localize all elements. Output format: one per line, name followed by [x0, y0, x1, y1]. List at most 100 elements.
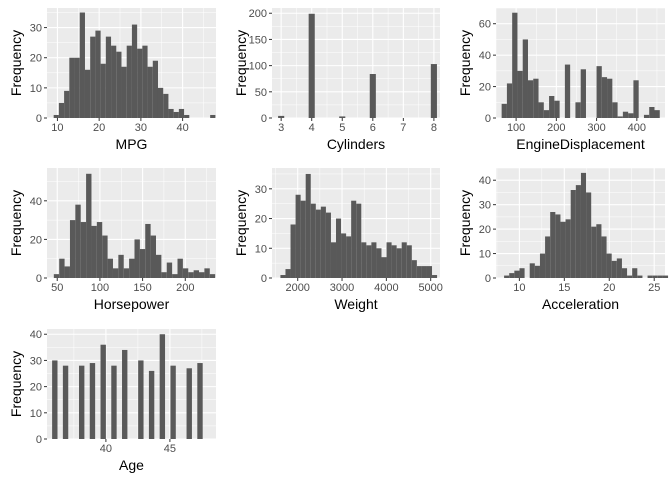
panel-horsepower: 50 100 150 200 0 20 40 Horsepower Frequency: [8, 168, 216, 312]
histogram-bar: [628, 113, 634, 118]
histogram-bar: [570, 190, 576, 278]
x-tick-label: 45: [164, 443, 176, 455]
histogram-bar: [647, 275, 653, 278]
histogram-bar: [320, 206, 326, 278]
histogram-bar: [421, 266, 427, 278]
y-tick-label: 0: [36, 273, 42, 285]
y-tick-label: 30: [479, 200, 491, 212]
panel-engine-displacement: 100 200 300 400 0 20 40 60 EngineDisplacement F…: [457, 7, 665, 152]
y-axis-title: Frequency: [233, 30, 249, 96]
plot-area: [495, 7, 665, 119]
plot-area: [272, 8, 440, 119]
x-axis-title: Age: [119, 457, 144, 473]
x-axis-title: Cylinders: [327, 136, 385, 152]
histogram-bar: [170, 365, 176, 439]
histogram-bar: [116, 51, 122, 118]
x-tick-label: 30: [135, 122, 147, 134]
histogram-bar: [366, 245, 372, 278]
histogram-bar: [210, 114, 216, 118]
y-axis-title: Frequency: [457, 190, 473, 256]
histogram-bar: [356, 203, 362, 278]
y-tick-label: 0: [261, 113, 267, 125]
histogram-bar: [662, 275, 669, 278]
histogram-bar: [86, 173, 92, 278]
histogram-bar: [69, 220, 76, 278]
histogram-bar: [148, 370, 155, 439]
x-tick-label: 100: [91, 282, 109, 294]
histogram-bar: [351, 200, 357, 278]
histogram-bar: [627, 275, 633, 278]
histogram-bar: [601, 77, 608, 118]
histogram-bar: [386, 242, 392, 278]
histogram-bar: [95, 30, 101, 119]
histogram-bar: [396, 248, 402, 278]
y-tick-label: 30: [255, 184, 267, 196]
histogram-bar: [155, 254, 162, 278]
histogram-bar: [100, 63, 106, 118]
histogram-bar: [637, 275, 643, 278]
histogram-bar: [545, 236, 551, 278]
histogram-bar: [611, 260, 617, 278]
histogram-bar: [527, 80, 534, 118]
y-tick-label: 100: [249, 61, 267, 73]
histogram-bar: [580, 172, 587, 278]
y-tick-label: 10: [30, 83, 42, 95]
x-tick-label: 4000: [374, 282, 398, 294]
histogram-bar: [509, 273, 515, 278]
x-tick-label: 50: [51, 282, 63, 294]
x-axis-title: MPG: [116, 136, 148, 152]
histogram-bar: [657, 275, 663, 278]
y-tick-label: 60: [479, 19, 491, 31]
histogram-bar: [300, 200, 306, 278]
x-tick-label: 15: [558, 282, 570, 294]
y-tick-label: 200: [249, 8, 267, 20]
x-tick-label: 2000: [285, 282, 309, 294]
x-tick-label: 300: [587, 122, 605, 134]
histogram-bar: [529, 263, 535, 278]
x-tick-label: 7: [400, 122, 406, 134]
histogram-bar: [75, 204, 81, 278]
histogram-bar: [184, 114, 190, 118]
x-tick-label: 5000: [418, 282, 442, 294]
histogram-bar: [504, 275, 510, 278]
histogram-bar: [371, 242, 377, 278]
y-tick-label: 10: [30, 408, 42, 420]
histogram-bar: [560, 221, 566, 278]
histogram-bar: [168, 108, 174, 118]
histogram-bar: [89, 363, 96, 439]
histogram-bar: [193, 270, 200, 278]
y-tick-label: 0: [261, 273, 267, 285]
histogram-bar: [512, 12, 518, 118]
x-tick-label: 100: [507, 122, 525, 134]
histogram-bar: [339, 116, 346, 118]
y-tick-label: 150: [249, 34, 267, 46]
histogram-bar: [305, 173, 311, 278]
histogram-bar: [163, 93, 169, 118]
histogram-bar: [111, 365, 117, 439]
histogram-bar: [554, 100, 560, 118]
y-tick-label: 40: [479, 175, 491, 187]
histogram-bar: [161, 272, 167, 278]
histogram-bar: [118, 254, 124, 278]
x-tick-label: 20: [93, 122, 105, 134]
histogram-bar: [617, 116, 623, 118]
histogram-bar: [204, 268, 210, 278]
y-axis-title: Frequency: [457, 30, 473, 96]
histogram-bar: [519, 268, 525, 278]
histogram-bar: [652, 275, 658, 278]
y-tick-label: 20: [479, 224, 491, 236]
plot-area: [47, 329, 216, 440]
histogram-bar: [621, 268, 628, 278]
histogram-bar: [564, 64, 571, 118]
histogram-bar: [580, 69, 586, 118]
histogram-bar: [596, 224, 602, 278]
histogram-bar: [172, 274, 178, 278]
plot-area: [272, 168, 440, 279]
x-tick-label: 3: [278, 122, 284, 134]
histogram-bar: [129, 258, 135, 278]
histogram-bar: [649, 107, 655, 118]
panel-weight: 2000 3000 4000 5000 0 10 20 30 Weight Frequency: [233, 168, 443, 312]
histogram-bar: [105, 36, 112, 118]
y-tick-label: 50: [255, 87, 267, 99]
histogram-bar: [166, 262, 173, 278]
